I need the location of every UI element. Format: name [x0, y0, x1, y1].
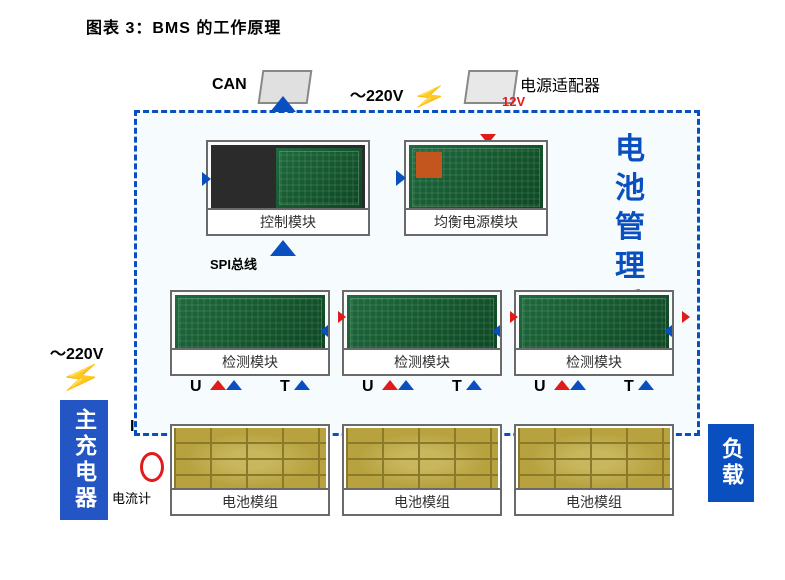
battery-module-2-label: 电池模组 — [344, 488, 500, 514]
d3o-blue-h — [664, 325, 672, 337]
u2b — [404, 388, 408, 418]
t3b — [644, 388, 648, 418]
u1b-h — [226, 380, 242, 390]
spi-label: SPI总线 — [210, 254, 257, 273]
d3o-red-h — [682, 311, 690, 323]
d12-blue — [326, 330, 342, 333]
t1-label: T — [280, 378, 290, 396]
main-charger: 主充电器 — [60, 400, 108, 520]
battery-module-1: 电池模组 — [170, 424, 330, 516]
u1-label: U — [190, 378, 202, 396]
arrow-spi-stem — [278, 254, 288, 290]
i-line-v — [152, 178, 155, 452]
bat23-conn — [498, 452, 514, 455]
u1b — [232, 388, 236, 418]
bolt-left: ⚡ — [57, 359, 106, 396]
bal-bus-d1 — [248, 276, 251, 290]
t3-label: T — [624, 378, 634, 396]
i-line-head — [202, 172, 211, 186]
d23-red-h — [510, 311, 518, 323]
figure-caption: 图表 3：BMS 的工作原理 — [86, 14, 281, 38]
adapter-label: 电源适配器 — [520, 72, 600, 96]
bal-bus-d2 — [420, 276, 423, 290]
main-charger-label: 主充电器 — [68, 408, 100, 512]
d12-red-h — [338, 311, 346, 323]
u3r-h — [554, 380, 570, 390]
detect-module-2-label: 检测模块 — [344, 348, 500, 374]
u2b-h — [398, 380, 414, 390]
d23-blue-h — [492, 325, 500, 337]
detect-module-1: 检测模块 — [170, 290, 330, 376]
u3r — [560, 388, 564, 418]
control-module: 控制模块 — [206, 140, 370, 236]
bal-bus-d3 — [592, 276, 595, 290]
control-module-label: 控制模块 — [208, 208, 368, 234]
battery-module-2: 电池模组 — [342, 424, 502, 516]
arrow-ctrl-bal — [366, 176, 400, 179]
can-label: CAN — [212, 76, 247, 94]
bolt-top: ⚡ — [409, 81, 449, 112]
u2-label: U — [362, 378, 374, 396]
u2r-h — [382, 380, 398, 390]
d23-blue — [498, 330, 514, 333]
d12-blue-h — [320, 325, 328, 337]
battery-module-3: 电池模组 — [514, 424, 674, 516]
t2b-h — [466, 380, 482, 390]
detect-module-2: 检测模块 — [342, 290, 502, 376]
bal-bus-v — [540, 232, 543, 278]
ammeter-label: 电流计 — [112, 488, 151, 507]
battery-module-3-label: 电池模组 — [516, 488, 672, 514]
power-rail — [108, 462, 708, 466]
ammeter-symbol — [140, 452, 164, 482]
battery-module-1-label: 电池模组 — [172, 488, 328, 514]
t1b — [300, 388, 304, 418]
u1r-h — [210, 380, 226, 390]
arrow-can-head — [270, 96, 296, 112]
t1b-h — [294, 380, 310, 390]
charger-conn — [108, 462, 140, 466]
v12-label: 12V — [502, 94, 525, 109]
load-block: 负载 — [708, 424, 754, 502]
bal-bus-h — [248, 276, 648, 279]
detect-module-1-label: 检测模块 — [172, 348, 328, 374]
v220-top-label: ～220V — [350, 82, 403, 106]
t3b-h — [638, 380, 654, 390]
i-line-h — [152, 178, 206, 181]
detect-module-3-label: 检测模块 — [516, 348, 672, 374]
arrow-can-stem — [278, 108, 288, 142]
u3b — [576, 388, 580, 418]
i-label: I — [130, 418, 134, 436]
balance-module: 均衡电源模块 — [404, 140, 548, 236]
t2-label: T — [452, 378, 462, 396]
u1r — [216, 388, 220, 418]
arrow-ctrl-bal-head — [396, 170, 406, 186]
u2r — [388, 388, 392, 418]
u3-label: U — [534, 378, 546, 396]
bat-load-conn — [670, 462, 708, 466]
u3b-h — [570, 380, 586, 390]
balance-module-label: 均衡电源模块 — [406, 208, 546, 234]
detect-module-3: 检测模块 — [514, 290, 674, 376]
d3o-blue — [670, 330, 686, 333]
bat12-conn — [326, 452, 342, 455]
arrow-spi-head — [270, 240, 296, 256]
load-label: 负载 — [715, 437, 747, 489]
t2b — [472, 388, 476, 418]
